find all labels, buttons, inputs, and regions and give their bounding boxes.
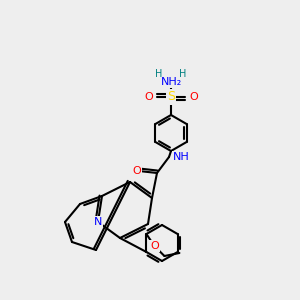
Text: H: H: [179, 69, 187, 79]
Text: N: N: [94, 217, 102, 227]
Text: O: O: [144, 92, 153, 102]
Text: NH₂: NH₂: [160, 77, 182, 87]
Text: S: S: [167, 91, 175, 103]
Text: O: O: [133, 166, 141, 176]
Text: NH: NH: [173, 152, 190, 162]
Text: H: H: [155, 69, 163, 79]
Text: O: O: [150, 241, 159, 251]
Text: O: O: [189, 92, 198, 102]
